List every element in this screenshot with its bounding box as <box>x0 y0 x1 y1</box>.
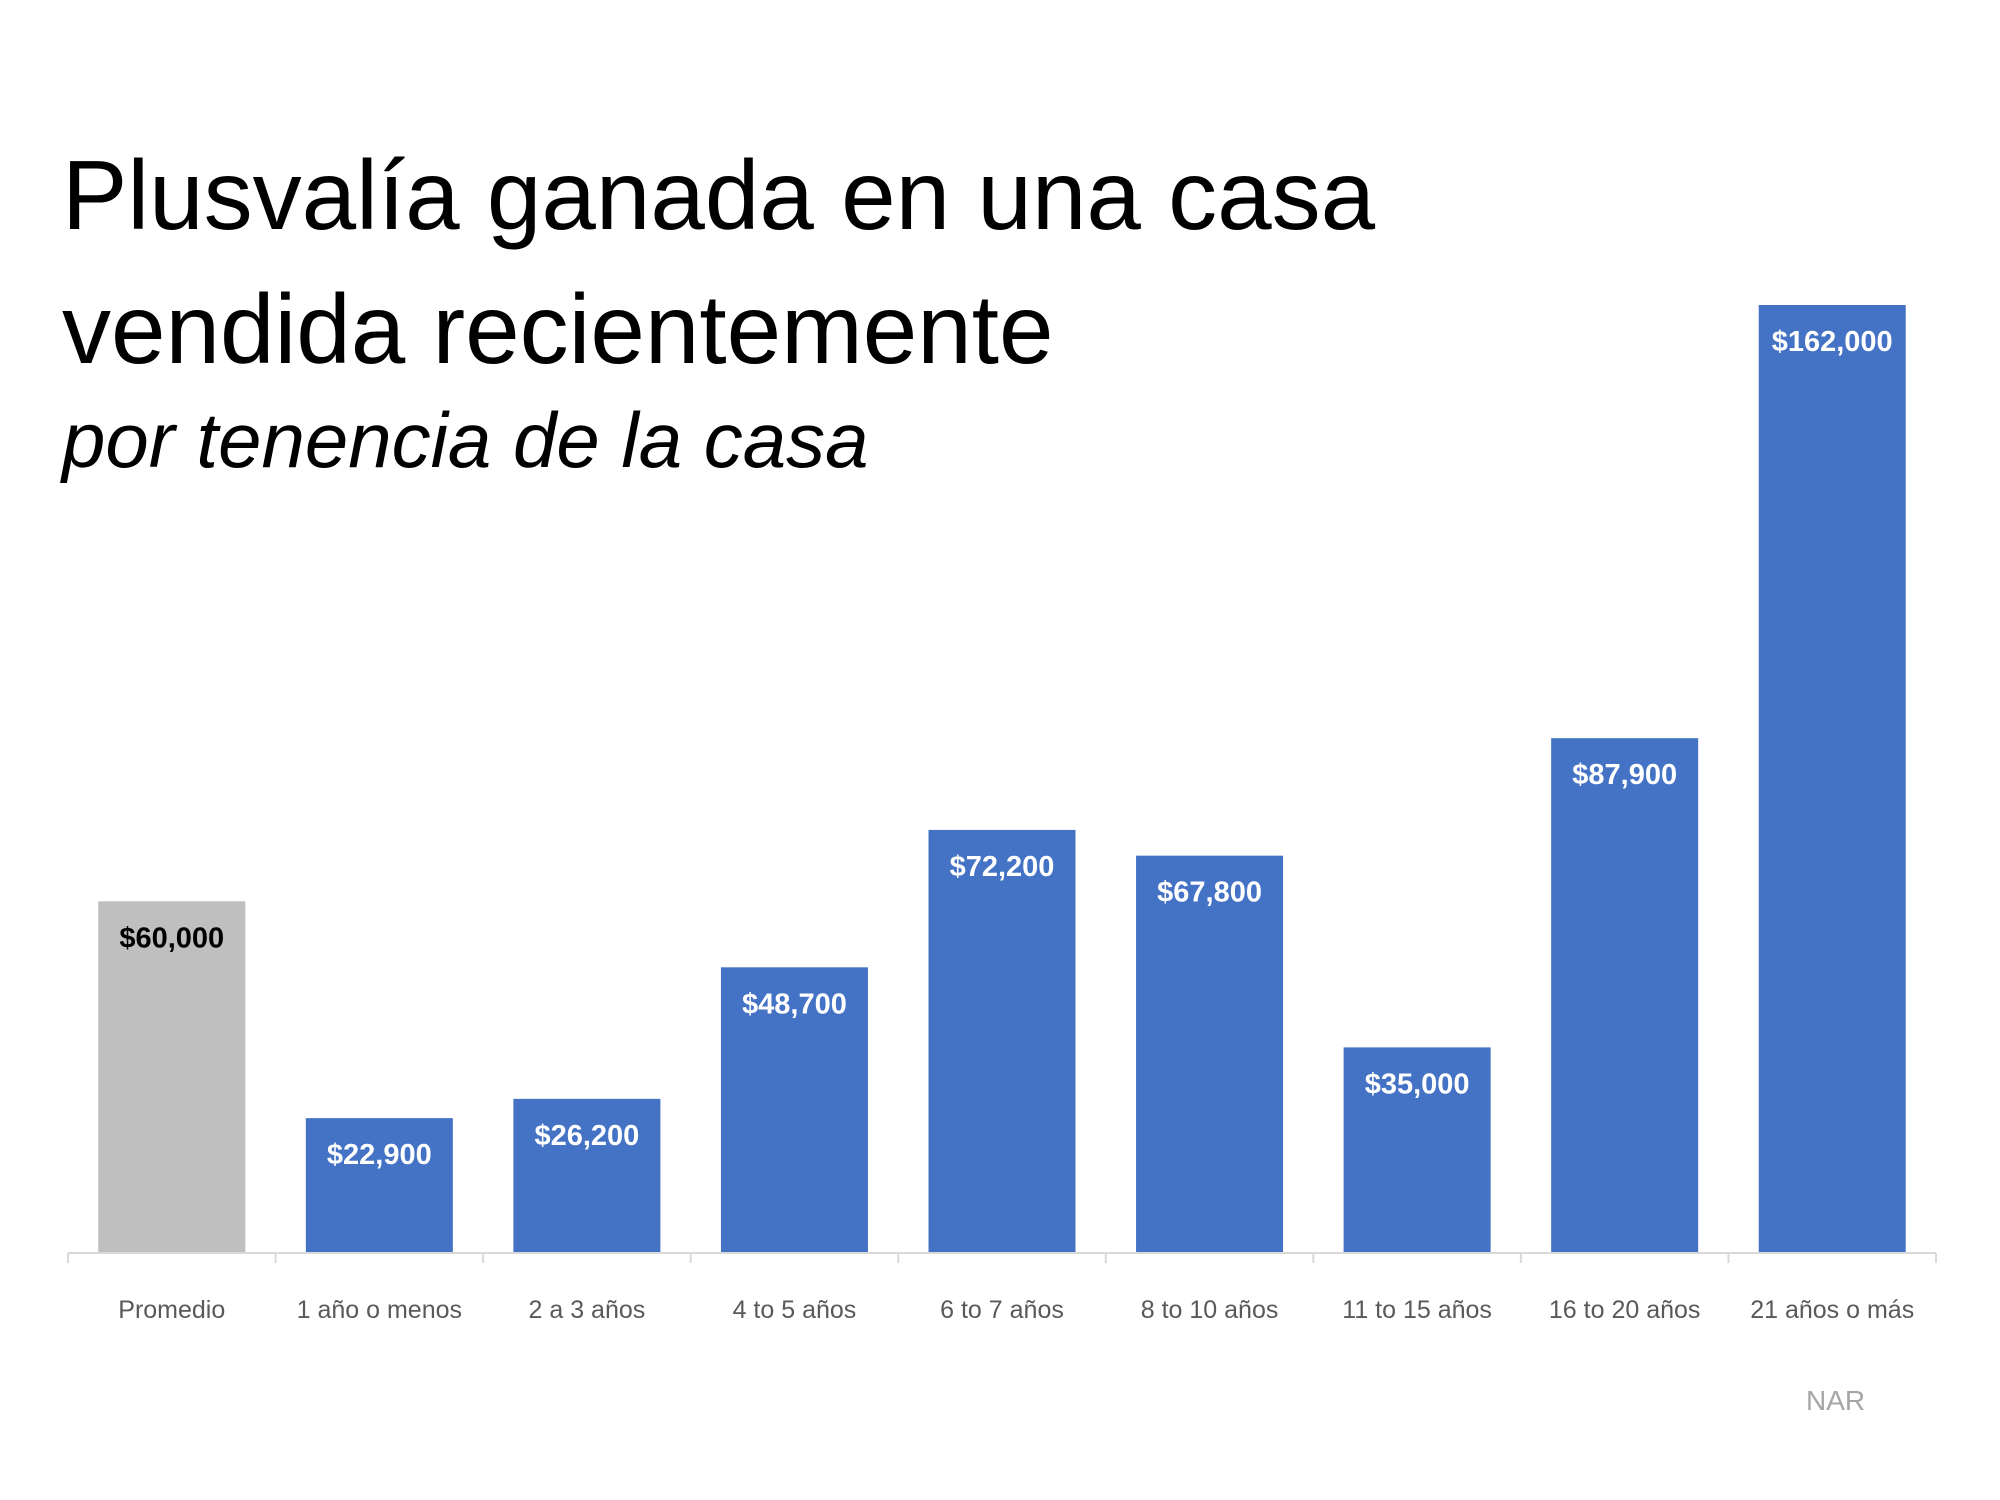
data-label: $26,200 <box>534 1120 639 1152</box>
bar <box>98 901 246 1252</box>
bar <box>1551 738 1699 1252</box>
chart-title: Plusvalía ganada en una casa vendida rec… <box>62 128 1375 396</box>
data-label: $72,200 <box>950 851 1055 883</box>
bar <box>1136 855 1284 1252</box>
x-tick-label: Promedio <box>118 1296 225 1324</box>
bar <box>305 1118 453 1252</box>
x-tick-label: 21 años o más <box>1750 1296 1914 1324</box>
chart-title-line-2: vendida recientemente <box>62 274 1054 384</box>
data-label: $60,000 <box>119 922 224 954</box>
data-label: $48,700 <box>742 988 847 1020</box>
data-label: $162,000 <box>1772 326 1893 358</box>
x-tick-label: 11 to 15 años <box>1342 1296 1492 1324</box>
data-label: $22,900 <box>327 1139 432 1171</box>
x-tick-label: 16 to 20 años <box>1549 1296 1701 1324</box>
bar <box>928 829 1076 1252</box>
bar <box>720 967 868 1252</box>
x-tick-label: 1 año o menos <box>297 1296 462 1324</box>
source-label: NAR <box>1806 1385 1866 1416</box>
bar <box>513 1098 661 1252</box>
bar <box>1758 305 1906 1252</box>
data-label: $67,800 <box>1157 877 1262 909</box>
x-tick-label: 2 a 3 años <box>529 1296 646 1324</box>
x-tick-label: 4 to 5 años <box>733 1296 857 1324</box>
data-label: $87,900 <box>1572 759 1677 791</box>
x-tick-label: 6 to 7 años <box>940 1296 1064 1324</box>
data-label: $35,000 <box>1365 1068 1470 1100</box>
chart-subtitle: por tenencia de la casa <box>62 396 869 484</box>
bar <box>1343 1047 1491 1252</box>
x-tick-label: 8 to 10 años <box>1141 1296 1279 1324</box>
chart-title-line-1: Plusvalía ganada en una casa <box>62 140 1376 250</box>
